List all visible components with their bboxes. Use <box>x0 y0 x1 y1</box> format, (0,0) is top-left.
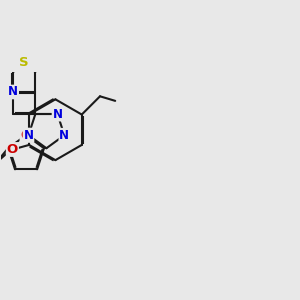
Text: N: N <box>59 129 69 142</box>
Text: O: O <box>20 129 32 142</box>
Text: O: O <box>7 143 18 156</box>
Text: N: N <box>23 129 34 142</box>
Text: N: N <box>52 108 62 121</box>
Text: N: N <box>8 85 18 98</box>
Text: S: S <box>20 56 29 69</box>
